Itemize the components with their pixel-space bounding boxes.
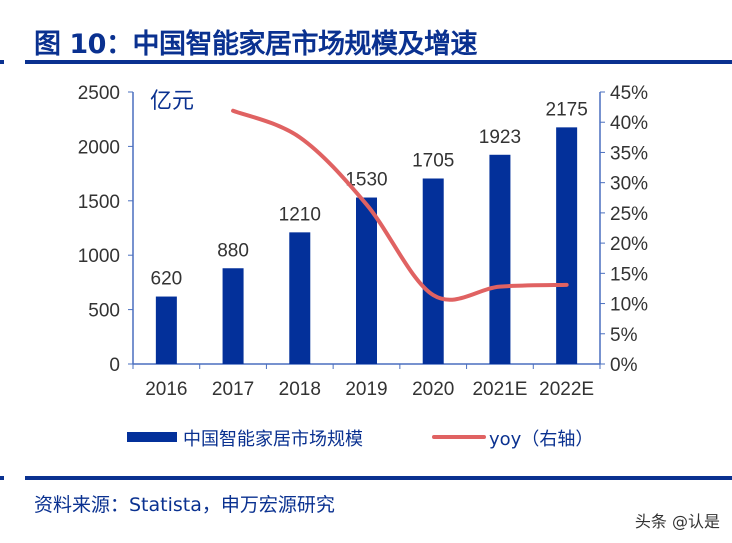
title-rule	[25, 60, 732, 64]
bar	[422, 178, 444, 364]
right-tick-label: 35%	[610, 143, 648, 164]
x-tick-label: 2017	[212, 379, 254, 400]
right-tick-label: 0%	[610, 355, 638, 376]
left-tick-label: 0	[109, 355, 120, 376]
data-label: 1530	[345, 170, 387, 191]
title-stub	[0, 60, 4, 64]
chart: 0 500 1000 1500 2000 2500 0% 5% 10% 15% 20% 25% 30% 3…	[78, 83, 648, 450]
right-tick-label: 5%	[610, 325, 638, 346]
bar	[155, 296, 177, 364]
bar	[222, 268, 244, 364]
left-tick-label: 500	[88, 301, 120, 322]
left-tick-label: 1000	[78, 246, 120, 267]
x-tick-label: 2022E	[539, 379, 594, 400]
x-tick-label: 2018	[279, 379, 321, 400]
right-tick-label: 15%	[610, 264, 648, 285]
x-tick-label: 2021E	[472, 379, 527, 400]
data-label: 1210	[279, 204, 321, 225]
left-tick-label: 2500	[78, 83, 120, 104]
data-label: 2175	[546, 99, 588, 120]
yoy-line	[231, 108, 569, 302]
data-label: 1923	[479, 127, 521, 148]
left-tick-label: 2000	[78, 137, 120, 158]
left-tick-label: 1500	[78, 192, 120, 213]
right-tick-label: 40%	[610, 113, 648, 134]
chart-title: 图 10：中国智能家居市场规模及增速	[34, 29, 477, 60]
footer-rule	[25, 476, 732, 480]
source-note: 资料来源：Statista，申万宏源研究	[34, 494, 335, 516]
right-tick-label: 20%	[610, 234, 648, 255]
legend-label-bar: 中国智能家居市场规模	[183, 429, 363, 450]
data-label: 620	[151, 269, 183, 290]
legend-label-line: yoy（右轴）	[489, 429, 593, 450]
data-label: 880	[217, 240, 249, 261]
bar	[489, 154, 511, 364]
bar	[556, 127, 578, 364]
bar	[356, 197, 377, 364]
data-label: 1705	[412, 150, 454, 171]
x-tick-label: 2016	[145, 379, 187, 400]
legend-swatch-bar	[127, 432, 177, 442]
watermark: 头条 @认是	[634, 512, 720, 531]
right-tick-label: 30%	[610, 174, 648, 195]
right-tick-label: 25%	[610, 204, 648, 225]
right-tick-label: 45%	[610, 83, 648, 104]
unit-label: 亿元	[150, 89, 194, 114]
bar	[289, 232, 311, 364]
x-tick-label: 2019	[345, 379, 387, 400]
x-tick-label: 2020	[412, 379, 454, 400]
right-tick-label: 10%	[610, 295, 648, 316]
footer-stub	[0, 476, 4, 480]
